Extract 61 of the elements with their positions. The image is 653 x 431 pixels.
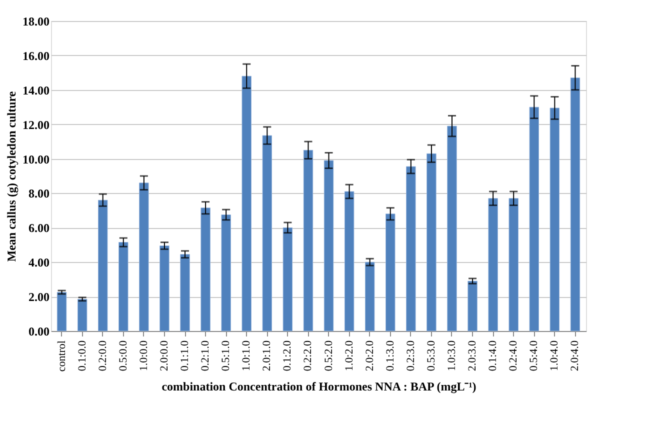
x-tick-label: 1.0:0.0 <box>138 340 150 372</box>
x-tick-label: 0.1:2.0 <box>282 340 294 372</box>
x-tick-label: 0.1:4.0 <box>487 340 500 372</box>
x-tick-label: 2.0:4.0 <box>569 340 582 372</box>
bar <box>529 106 540 332</box>
y-tick-label: 16.00 <box>22 48 50 63</box>
x-tick-label: 0.1:0.0 <box>76 340 88 372</box>
x-tick-label: 0.2:3.0 <box>404 340 417 372</box>
x-tick-label: 0.1:3.0 <box>384 340 396 372</box>
x-tick-label: 0.2:4.0 <box>508 340 520 372</box>
x-tick-label: 0.5:0.0 <box>117 340 130 372</box>
y-axis-title: Mean callus (g) cotyledon culture <box>4 90 18 262</box>
x-tick-label: control <box>56 340 68 372</box>
bar <box>262 135 272 332</box>
y-tick-label: 8.00 <box>28 186 50 201</box>
x-tick-label: 1.0:1.0 <box>240 340 253 372</box>
x-tick-label: 0.5:4.0 <box>528 340 540 372</box>
x-tick-label: 0.1:1.0 <box>179 340 192 372</box>
bar <box>98 200 108 332</box>
bar <box>364 262 375 332</box>
bar <box>488 198 498 332</box>
x-tick-label: 1.0:3.0 <box>446 340 458 372</box>
x-tick-label: 0.5:3.0 <box>425 340 438 372</box>
y-tick-label: 0.00 <box>28 324 50 338</box>
x-tick-label: 2.0:3.0 <box>466 340 479 372</box>
x-tick-label: 2.0:2.0 <box>364 340 376 372</box>
bar <box>570 78 580 332</box>
bar <box>221 214 231 332</box>
x-axis-title: combination Concentration of Hormones NNA : BAP (mgL⁻¹) <box>162 380 476 394</box>
y-tick-label: 2.00 <box>28 290 50 304</box>
bar <box>406 166 416 332</box>
x-tick-label: 1.0:2.0 <box>343 340 356 372</box>
bar <box>282 227 293 332</box>
y-tick-label: 4.00 <box>28 256 50 270</box>
bar <box>139 182 149 332</box>
y-tick-label: 10.00 <box>22 152 50 166</box>
x-tick-label: 2.0:1.0 <box>261 340 274 372</box>
bar <box>508 198 518 332</box>
x-tick-label: 0.2:1.0 <box>200 340 212 372</box>
bar <box>180 254 190 332</box>
x-tick-label: 0.2:0.0 <box>96 340 109 372</box>
y-tick-label: 12.00 <box>22 118 50 132</box>
bar <box>550 108 560 332</box>
bar <box>118 242 128 332</box>
bar <box>386 214 396 332</box>
bar <box>426 153 436 332</box>
y-tick-label: 6.00 <box>28 221 50 236</box>
bar <box>160 246 170 332</box>
bar <box>324 160 334 332</box>
bar <box>447 126 457 332</box>
bar <box>303 150 314 332</box>
x-tick-label: 0.2:2.0 <box>302 340 314 372</box>
bar <box>200 208 210 332</box>
x-tick-label: 1.0:4.0 <box>548 340 561 372</box>
x-tick-label: 0.5:1.0 <box>220 340 232 372</box>
x-tick-label: 2.0:0.0 <box>158 340 170 372</box>
bar <box>242 76 252 332</box>
y-tick-label: 14.00 <box>22 83 50 98</box>
x-tick-label: 0.5:2.0 <box>322 340 335 372</box>
bar <box>344 191 354 332</box>
y-tick-label: 18.00 <box>22 14 50 28</box>
